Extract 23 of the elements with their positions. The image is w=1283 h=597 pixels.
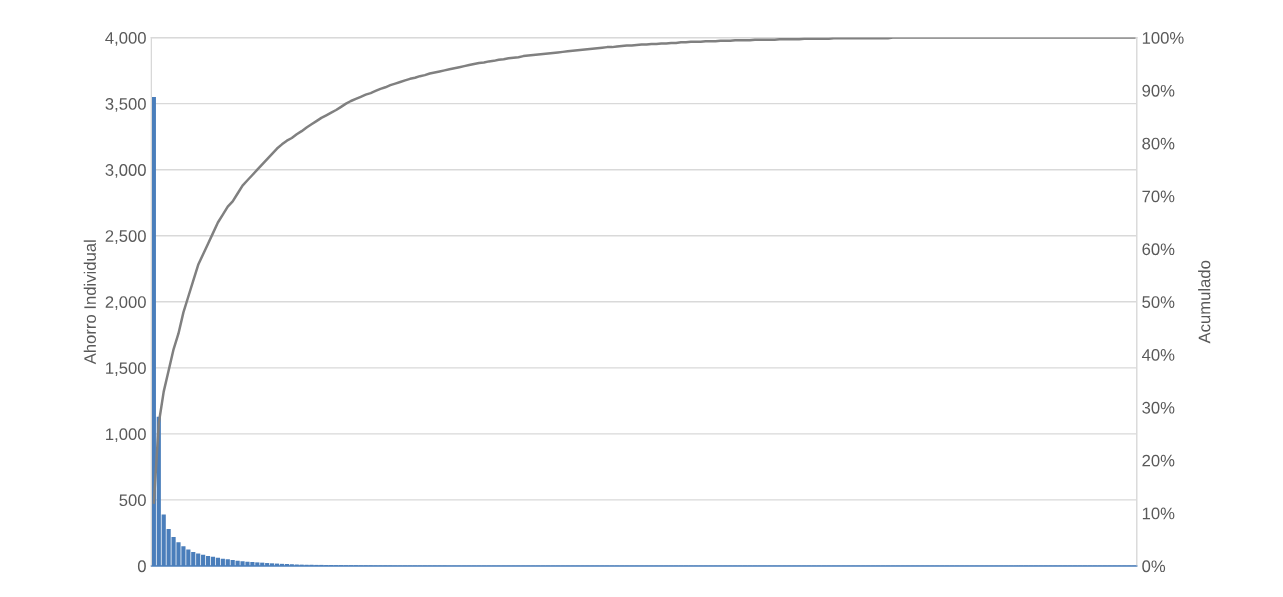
y2-axis-title: Acumulado bbox=[1198, 260, 1211, 344]
y2-tick-label: 70% bbox=[1142, 190, 1175, 203]
y2-tick-label: 20% bbox=[1142, 454, 1175, 467]
y-tick-label: 3,500 bbox=[105, 98, 146, 112]
y2-tick-label: 30% bbox=[1142, 401, 1175, 414]
y2-tick-label: 0% bbox=[1142, 560, 1166, 573]
y-tick-label: 0 bbox=[137, 560, 146, 573]
y-tick-label: 1,000 bbox=[106, 428, 146, 443]
y-tick-label: 4,000 bbox=[105, 32, 146, 46]
y2-tick-label: 80% bbox=[1142, 137, 1175, 150]
y-tick-label: 2,000 bbox=[105, 296, 146, 310]
y2-tick-label: 50% bbox=[1142, 296, 1175, 308]
y-tick-label: 1,500 bbox=[106, 362, 146, 376]
y2-tick-label: 90% bbox=[1142, 84, 1175, 97]
y2-tick-label: 40% bbox=[1141, 349, 1175, 361]
y-tick-label: 500 bbox=[119, 494, 146, 507]
y-tick-label: 3,000 bbox=[105, 164, 146, 178]
y2-tick-label: 60% bbox=[1142, 243, 1175, 256]
y-axis-title: Ahorro Individual bbox=[83, 240, 96, 365]
line-series bbox=[152, 37, 1136, 504]
y2-tick-label: 100% bbox=[1142, 32, 1184, 44]
y-tick-label: 2,500 bbox=[105, 230, 146, 244]
y2-tick-label: 10% bbox=[1142, 507, 1175, 520]
